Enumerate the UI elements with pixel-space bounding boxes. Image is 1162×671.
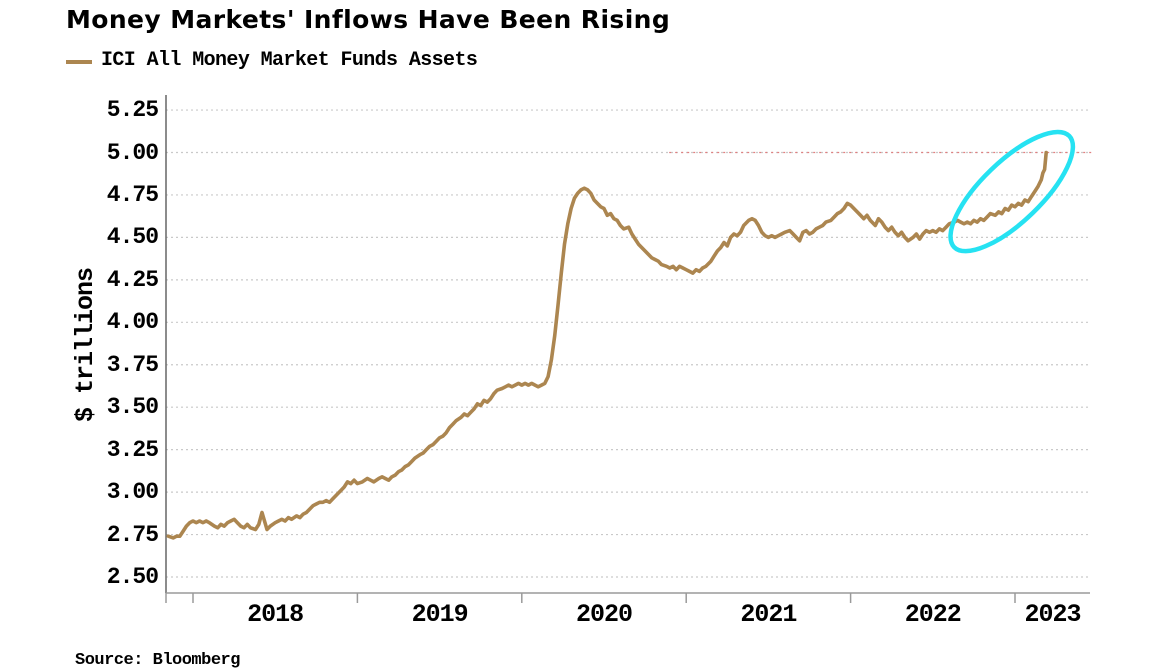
y-tick-label: 3.50	[106, 394, 159, 421]
y-tick-label: 3.00	[106, 479, 159, 506]
x-tick-label: 2018	[247, 600, 304, 629]
y-tick-label: 3.75	[106, 351, 159, 378]
legend: ICI All Money Market Funds Assets	[66, 49, 478, 72]
y-tick-label: 4.75	[106, 181, 159, 208]
axis-ticks	[165, 593, 1016, 603]
x-tick-label: 2023	[1024, 600, 1081, 629]
series-line	[166, 150, 1048, 540]
page-title: Money Markets' Inflows Have Been Rising	[66, 5, 671, 34]
y-tick-label: 2.75	[106, 521, 159, 548]
source-note: Source: Bloomberg	[75, 651, 240, 670]
y-tick-label: 2.50	[106, 564, 159, 590]
data-line	[166, 150, 1048, 540]
legend-line-swatch	[66, 59, 92, 64]
x-tick-label: 2022	[904, 600, 962, 629]
x-tick-label: 2020	[575, 600, 633, 629]
y-tick-label: 3.25	[106, 436, 159, 463]
y-tick-label: 5.00	[106, 139, 159, 166]
y-tick-label: 5.25	[106, 97, 159, 124]
legend-label: ICI All Money Market Funds Assets	[101, 49, 478, 72]
y-tick-label: 4.50	[106, 224, 159, 251]
y-tick-label: 4.00	[106, 309, 159, 336]
highlight-ellipse-shape	[948, 129, 1076, 254]
x-tick-label: 2019	[411, 600, 469, 629]
highlight-ellipse	[948, 129, 1076, 254]
gridlines	[166, 109, 1090, 578]
x-tick-label: 2021	[740, 600, 797, 629]
y-tick-label: 4.25	[106, 266, 159, 293]
axes	[165, 95, 1090, 594]
